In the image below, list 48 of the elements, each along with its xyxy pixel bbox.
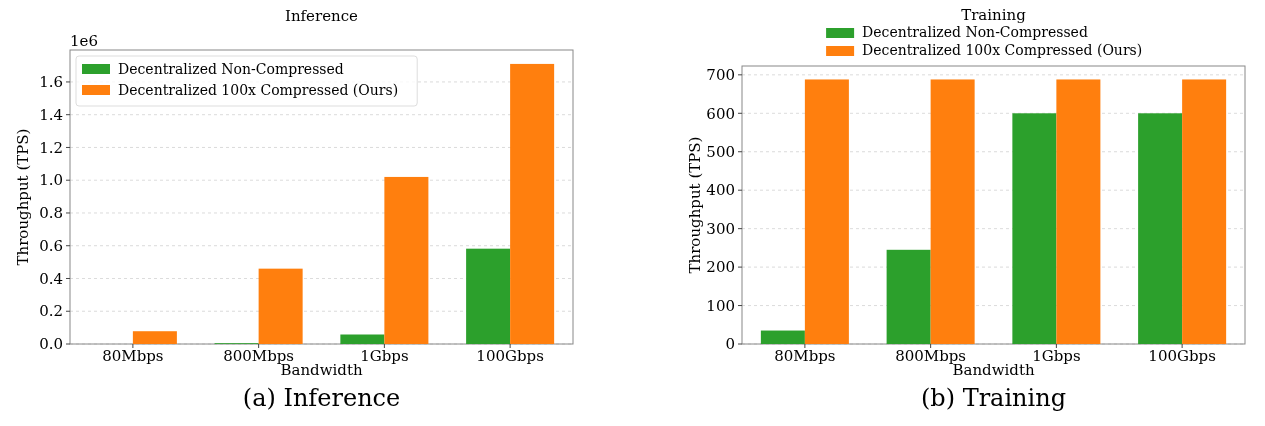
- legend-label: Decentralized 100x Compressed (Ours): [118, 82, 399, 98]
- bar: [1138, 113, 1183, 344]
- bar: [760, 330, 805, 344]
- legend-label: Decentralized Non-Compressed: [862, 24, 1088, 40]
- y-tick-label: 1.2: [39, 138, 63, 157]
- y-tick-label: 0.0: [39, 335, 63, 354]
- x-tick-label: 1Gbps: [360, 347, 409, 365]
- bar: [1012, 113, 1057, 344]
- y-tick-label: 300: [706, 219, 735, 238]
- y-tick-label: 500: [706, 143, 735, 161]
- x-tick-label: 100Gbps: [476, 347, 544, 365]
- chart-title: Inference: [284, 7, 359, 25]
- bar: [1056, 79, 1101, 344]
- text: (b) Training: [920, 384, 1067, 412]
- y-axis-title: Throughput (TPS): [14, 128, 32, 266]
- text: (a) Inference: [242, 384, 401, 412]
- bar: [1182, 79, 1227, 344]
- legend-label: Decentralized 100x Compressed (Ours): [862, 42, 1143, 58]
- y-tick-label: 1.4: [39, 105, 63, 124]
- bar: [384, 176, 429, 344]
- y-tick-label: 400: [706, 181, 735, 200]
- y-axis-title: Throughput (TPS): [686, 136, 704, 274]
- legend-label: Decentralized Non-Compressed: [118, 61, 344, 77]
- x-tick-label: 80Mbps: [102, 347, 164, 365]
- x-tick-label: 80Mbps: [774, 347, 836, 365]
- bar: [258, 268, 303, 344]
- y-tick-label: 0.4: [39, 269, 63, 288]
- y-tick-label: 100: [706, 296, 735, 315]
- x-tick-label: 100Gbps: [1148, 347, 1216, 365]
- chart-title: Training: [961, 6, 1027, 24]
- bar: [804, 79, 849, 344]
- bar: [510, 63, 555, 344]
- x-tick-label: 1Gbps: [1032, 347, 1081, 365]
- y-tick-label: 700: [706, 66, 735, 85]
- y-tick-label: 0.8: [39, 204, 63, 223]
- bar: [466, 248, 511, 344]
- y-tick-label: 600: [706, 104, 735, 123]
- y-tick-label: 0.6: [39, 236, 63, 255]
- bar: [886, 249, 931, 344]
- y-tick-label: 1.0: [39, 171, 63, 190]
- bar: [132, 331, 177, 344]
- y-tick-label: 0.2: [39, 302, 63, 321]
- y-tick-label: 0: [725, 335, 735, 354]
- text: 1e6: [70, 32, 98, 50]
- bar: [340, 334, 385, 344]
- bar: [930, 79, 975, 344]
- y-tick-label: 1.6: [39, 73, 63, 92]
- y-tick-label: 200: [706, 258, 735, 277]
